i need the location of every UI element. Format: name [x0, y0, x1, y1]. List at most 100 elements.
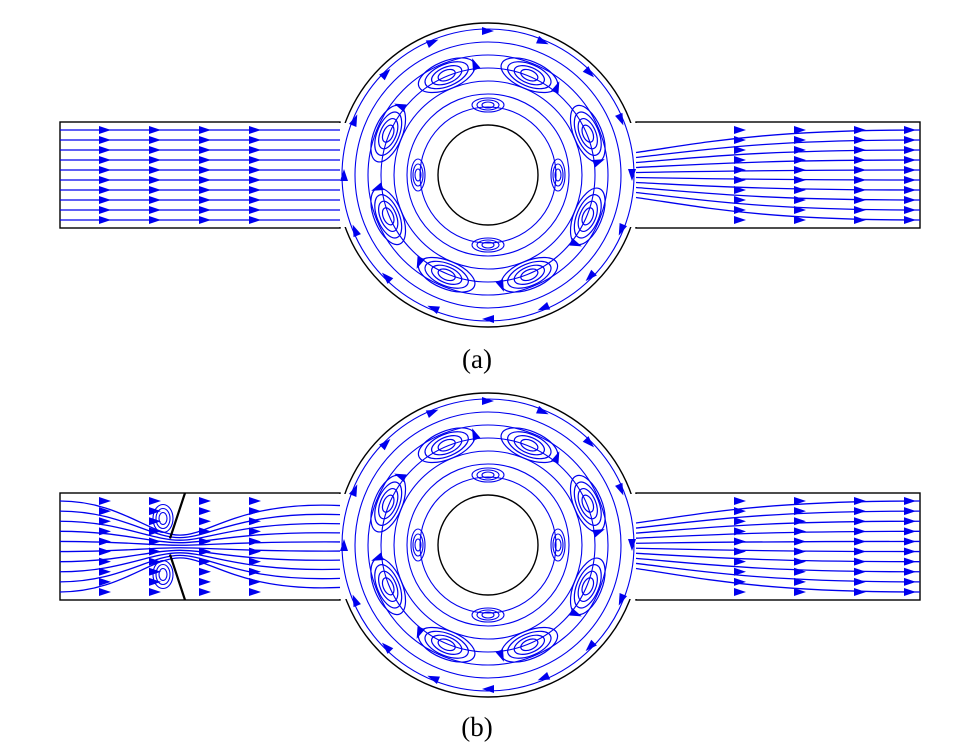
chamber-vortex — [437, 268, 456, 282]
chamber-vortex — [430, 264, 463, 285]
outlet-arrow — [734, 537, 746, 546]
obstacle-baffle-top — [168, 492, 187, 539]
outlet-arrow — [734, 136, 746, 144]
outlet-arrow — [794, 588, 806, 596]
chamber-arrow — [352, 594, 361, 608]
chamber-arrow — [348, 114, 358, 127]
inlet-arrow — [249, 196, 261, 204]
inlet-arrow — [99, 126, 111, 134]
core-vortex — [550, 158, 566, 192]
inlet-arrow — [249, 547, 261, 556]
outlet-arrow — [734, 176, 746, 184]
chamber-vortex — [520, 268, 539, 282]
outlet-arrow — [904, 497, 916, 505]
outlet-streamline — [635, 139, 921, 159]
chamber-arrow — [536, 35, 549, 45]
chamber-vortex — [437, 438, 456, 452]
outlet-arrow — [904, 136, 916, 144]
inlet-arrow — [249, 186, 261, 194]
inlet-arrow — [149, 216, 161, 224]
core-vortex — [552, 533, 564, 557]
core-vortex — [481, 611, 495, 619]
chamber-streamline — [367, 424, 609, 666]
outlet-arrow — [734, 186, 746, 194]
inlet-arrow — [149, 537, 161, 546]
chamber-arrow — [381, 642, 394, 654]
core-vortex — [471, 237, 505, 253]
outlet-arrow — [854, 577, 866, 586]
vortex-arrow — [592, 159, 605, 168]
chamber-vortex — [430, 65, 463, 86]
inlet-arrow — [99, 577, 111, 586]
outlet-arrow — [854, 126, 866, 134]
outlet-arrow — [794, 126, 806, 134]
chamber-arrow — [427, 675, 440, 685]
outlet-arrow — [904, 206, 916, 214]
inlet-arrow — [99, 196, 111, 204]
chamber-vortex — [507, 260, 552, 289]
inlet-arrow — [199, 166, 211, 174]
chamber-vortex — [577, 487, 598, 520]
outlet-arrow — [904, 557, 916, 566]
chamber-streamline — [393, 80, 583, 270]
chamber-streamline — [367, 54, 609, 296]
outlet-arrow — [794, 497, 806, 505]
outlet-arrow — [734, 588, 746, 596]
outlet-streamline — [635, 510, 921, 529]
inlet-arrow — [99, 216, 111, 224]
inlet-arrow — [149, 588, 161, 596]
inlet-arrow — [199, 216, 211, 224]
vortex-arrow — [472, 58, 481, 71]
vortex-arrow — [416, 626, 425, 639]
core-vortex — [476, 469, 500, 481]
chamber-vortex — [424, 431, 469, 460]
inlet-arrow — [99, 497, 111, 505]
outlet-channel-wall — [635, 492, 921, 601]
outlet-arrow — [904, 126, 916, 134]
chamber-arrow — [618, 593, 628, 606]
vortex-arrow — [551, 81, 560, 94]
chamber-streamline — [380, 437, 596, 653]
chamber-streamline — [419, 476, 557, 614]
inlet-streamline — [59, 549, 341, 563]
outlet-streamline — [635, 129, 921, 154]
inlet-arrow — [199, 507, 211, 516]
outlet-arrow — [794, 206, 806, 214]
chamber-streamline — [380, 67, 596, 283]
inlet-streamline — [59, 557, 341, 593]
inlet-arrow — [199, 567, 211, 576]
chamber-vortex — [374, 111, 403, 156]
outlet-arrow — [904, 547, 916, 556]
core-vortex — [410, 158, 426, 192]
outlet-streamline — [635, 562, 921, 583]
inlet-arrow — [99, 166, 111, 174]
inlet-arrow — [149, 547, 161, 556]
inlet-arrow — [249, 156, 261, 164]
outlet-arrow — [734, 557, 746, 566]
inlet-arrow — [249, 126, 261, 134]
core-vortex — [410, 528, 426, 562]
outlet-arrow — [854, 146, 866, 154]
inlet-arrow — [249, 588, 261, 596]
outlet-streamline — [635, 181, 921, 191]
chamber-vortex — [513, 435, 546, 456]
outlet-arrow — [734, 166, 746, 174]
vortex-arrow — [569, 608, 582, 617]
chamber-vortex — [520, 638, 539, 652]
outlet-arrow — [794, 146, 806, 154]
outlet-streamline — [635, 191, 921, 211]
inlet-arrow — [99, 507, 111, 516]
vortex-arrow — [394, 103, 407, 112]
inlet-arrow — [199, 146, 211, 154]
caption-b: (b) — [461, 712, 493, 742]
chamber-arrow — [537, 672, 551, 681]
outlet-arrow — [734, 547, 746, 556]
outlet-arrow — [904, 567, 916, 576]
inlet-arrow — [149, 126, 161, 134]
outlet-arrow — [794, 156, 806, 164]
inlet-arrow — [199, 588, 211, 596]
chamber-arrow — [537, 302, 551, 311]
outlet-arrow — [904, 146, 916, 154]
inlet-arrow — [149, 196, 161, 204]
